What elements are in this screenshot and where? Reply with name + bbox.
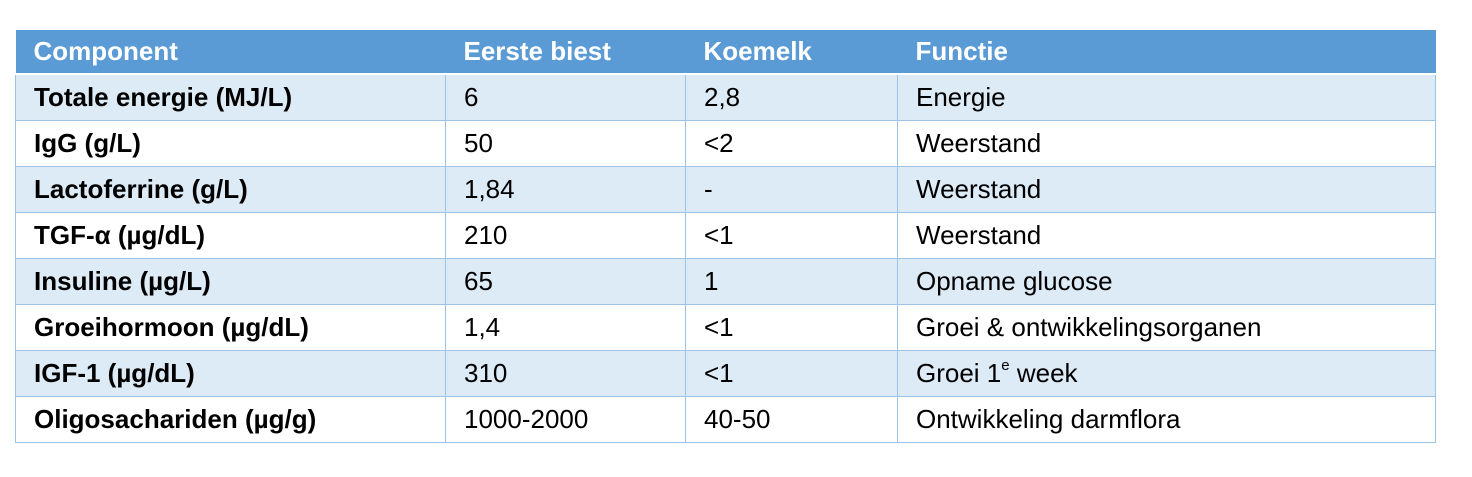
table-cell: <1 <box>685 303 898 351</box>
table-cell: Groei 1e week <box>897 349 1436 397</box>
table-cell: Lactoferrine (g/L) <box>15 165 446 213</box>
superscript: e <box>1001 356 1010 374</box>
table-row: TGF-α (µg/dL) 210 <1 Weerstand <box>15 211 1436 259</box>
table-cell: IGF-1 (µg/dL) <box>15 349 446 397</box>
table-cell: Weerstand <box>897 211 1436 259</box>
table-cell: Groei & ontwikkelingsorganen <box>897 303 1436 351</box>
table-cell: 310 <box>445 349 686 397</box>
table-cell: 40-50 <box>685 395 898 443</box>
table-cell: TGF-α (µg/dL) <box>15 211 446 259</box>
table-cell: Oligosachariden (µg/g) <box>15 395 446 443</box>
table-cell: 65 <box>445 257 686 305</box>
data-table: Component Eerste biest Koemelk Functie Tota… <box>15 30 1436 443</box>
table-cell: <1 <box>685 211 898 259</box>
table-cell: Opname glucose <box>897 257 1436 305</box>
table-cell: IgG (g/L) <box>15 119 446 167</box>
table-cell: <1 <box>685 349 898 397</box>
table-cell: Ontwikkeling darmflora <box>897 395 1436 443</box>
cell-text: Groei 1 <box>916 357 1002 388</box>
table-cell: Insuline (µg/L) <box>15 257 446 305</box>
table-row: Oligosachariden (µg/g) 1000-2000 40-50 Ontw… <box>15 395 1436 443</box>
table-cell: Weerstand <box>897 119 1436 167</box>
table-cell: 210 <box>445 211 686 259</box>
table-cell: Totale energie (MJ/L) <box>15 73 446 121</box>
table-row: IGF-1 (µg/dL) 310 <1 Groei 1e week <box>15 349 1436 397</box>
cell-text: week <box>1009 357 1078 388</box>
table-row: Totale energie (MJ/L) 6 2,8 Energie <box>15 73 1436 121</box>
table-row: Groeihormoon (µg/dL) 1,4 <1 Groei & ontwikk… <box>15 303 1436 351</box>
table-row: IgG (g/L) 50 <2 Weerstand <box>15 119 1436 167</box>
table-row: Insuline (µg/L) 65 1 Opname glucose <box>15 257 1436 305</box>
table-body: Totale energie (MJ/L) 6 2,8 Energie IgG (g/L… <box>15 73 1436 443</box>
table-row: Lactoferrine (g/L) 1,84- Weerstand <box>15 165 1436 213</box>
table-cell: 2,8 <box>685 73 898 121</box>
table-cell: 50 <box>445 119 686 167</box>
table-cell: 1,84 <box>445 165 686 213</box>
header-cell: Functie <box>897 30 1436 75</box>
table-cell: <2 <box>685 119 898 167</box>
table-cell: Energie <box>897 73 1436 121</box>
table-cell: 1000-2000 <box>445 395 686 443</box>
table-cell: 1,4 <box>445 303 686 351</box>
header-row: Component Eerste biest Koemelk Functie <box>15 30 1436 75</box>
table-cell: Groeihormoon (µg/dL) <box>15 303 446 351</box>
table-cell: Weerstand <box>897 165 1436 213</box>
header-cell: Eerste biest <box>445 30 686 75</box>
header-cell: Koemelk <box>685 30 898 75</box>
table-cell: 6 <box>445 73 686 121</box>
table-cell: - <box>685 165 898 213</box>
table-cell: 1 <box>685 257 898 305</box>
header-cell: Component <box>15 30 446 75</box>
